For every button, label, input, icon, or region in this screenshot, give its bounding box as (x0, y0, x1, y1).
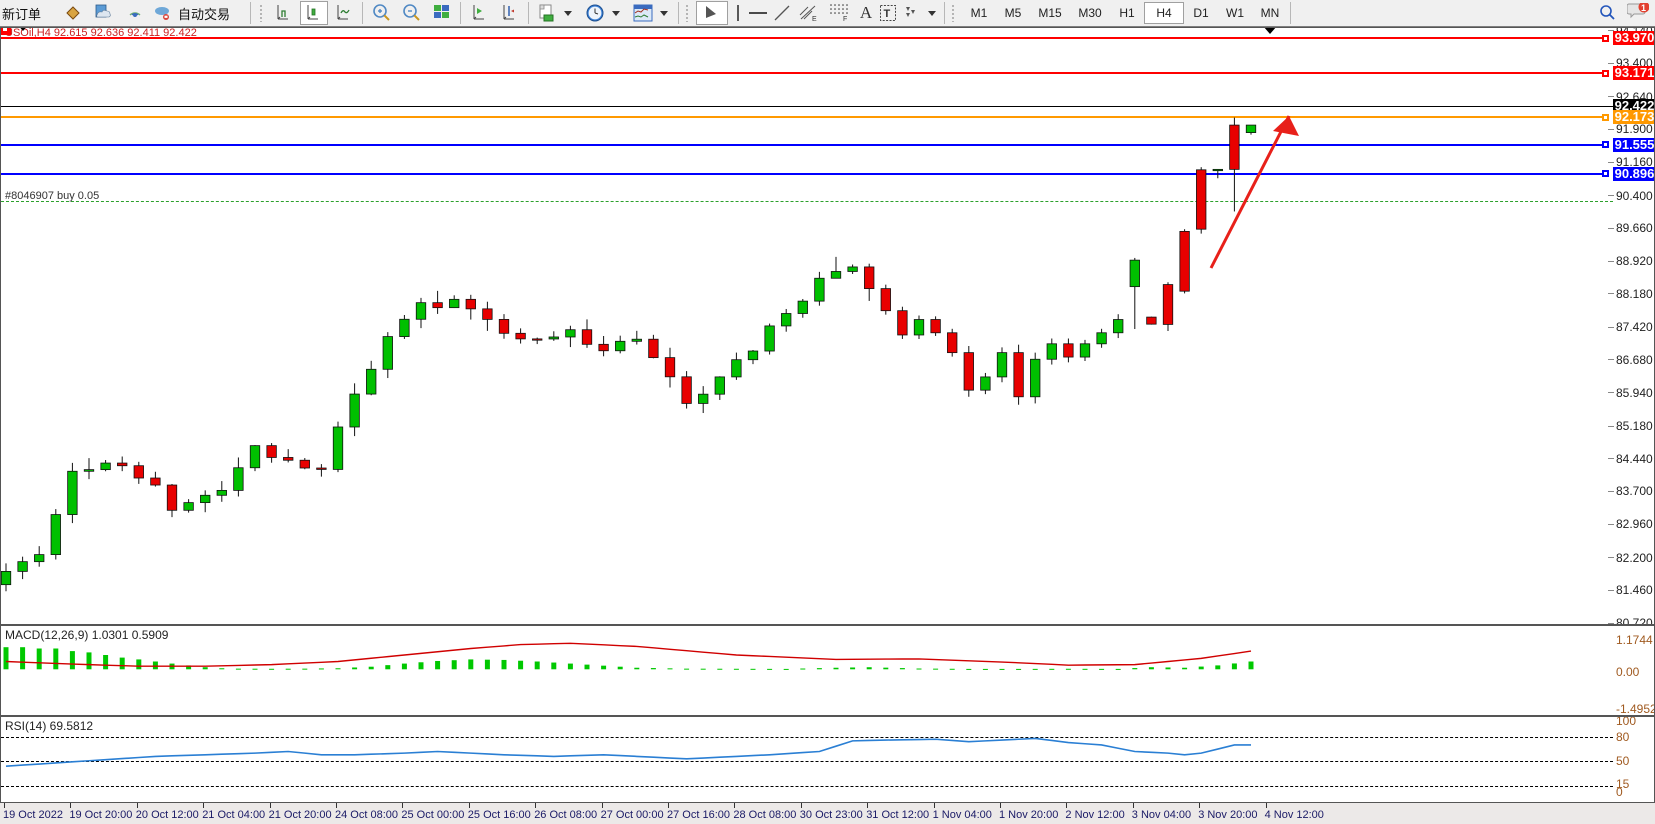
svg-text:E: E (812, 16, 817, 22)
svg-text:1: 1 (1641, 3, 1646, 13)
svg-text:T: T (884, 8, 891, 20)
svg-text:F: F (843, 16, 847, 22)
